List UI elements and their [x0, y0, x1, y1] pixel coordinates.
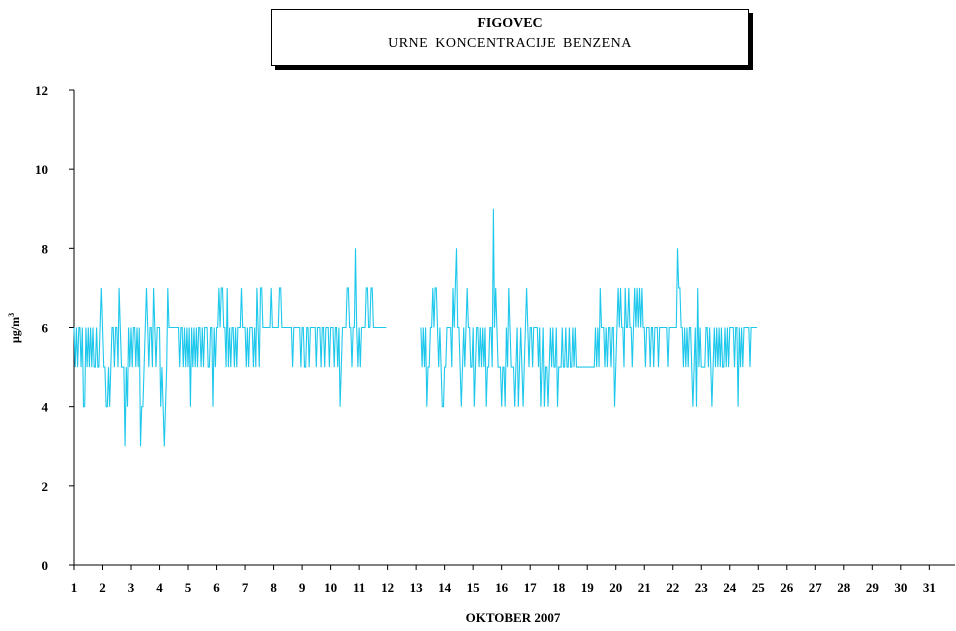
y-tick-label: 12 [35, 83, 48, 98]
chart-title: FIGOVEC [477, 16, 543, 31]
title-box: FIGOVEC URNE KONCENTRACIJE BENZENA [271, 9, 749, 66]
x-tick-label: 1 [71, 580, 78, 595]
y-tick-label: 2 [42, 479, 49, 494]
x-tick-label: 10 [324, 580, 337, 595]
x-tick-label: 13 [410, 580, 424, 595]
x-tick-label: 15 [467, 580, 481, 595]
x-tick-label: 29 [866, 580, 880, 595]
x-tick-label: 11 [353, 580, 365, 595]
x-tick-label: 20 [609, 580, 622, 595]
x-tick-label: 6 [213, 580, 220, 595]
x-tick-label: 4 [156, 580, 163, 595]
series-lines [73, 208, 758, 447]
x-tick-label: 18 [552, 580, 566, 595]
y-tick-label: 8 [42, 241, 49, 256]
x-axis-ticks: 1 2 3 4 5 6 7 8 9 10 11 12 13 14 15 16 17 18 19 20 21 22 23 24 2… [71, 565, 936, 595]
y-axis-label-superscript: 3 [7, 313, 16, 317]
chart-subtitle: URNE KONCENTRACIJE BENZENA [388, 36, 632, 51]
x-tick-label: 21 [638, 580, 651, 595]
x-tick-label: 9 [299, 580, 306, 595]
x-tick-label: 27 [809, 580, 823, 595]
x-tick-label: 24 [723, 580, 737, 595]
x-tick-label: 28 [837, 580, 851, 595]
x-tick-label: 14 [438, 580, 452, 595]
x-tick-label: 31 [923, 580, 936, 595]
x-tick-label: 7 [242, 580, 249, 595]
x-tick-label: 2 [99, 580, 106, 595]
x-tick-label: 19 [581, 580, 595, 595]
series-line-segment [420, 208, 758, 408]
series-line-segment [73, 248, 387, 447]
y-tick-label: 6 [42, 321, 49, 336]
y-axis-label: µg/m3 [7, 313, 22, 343]
y-tick-label: 4 [42, 400, 49, 415]
x-tick-label: 23 [695, 580, 709, 595]
y-tick-label: 0 [42, 558, 49, 573]
x-tick-label: 3 [128, 580, 135, 595]
y-axis-label-main: µg/m [8, 317, 22, 343]
x-tick-label: 12 [381, 580, 394, 595]
y-tick-label: 10 [35, 162, 48, 177]
x-axis-label: OKTOBER 2007 [466, 610, 561, 625]
x-tick-label: 26 [780, 580, 794, 595]
x-tick-label: 25 [752, 580, 766, 595]
x-tick-label: 22 [666, 580, 679, 595]
x-tick-label: 30 [894, 580, 907, 595]
y-axis-ticks: 0 2 4 6 8 10 12 [35, 83, 74, 573]
x-tick-label: 17 [524, 580, 538, 595]
x-tick-label: 8 [270, 580, 277, 595]
x-tick-label: 16 [495, 580, 509, 595]
x-tick-label: 5 [185, 580, 192, 595]
